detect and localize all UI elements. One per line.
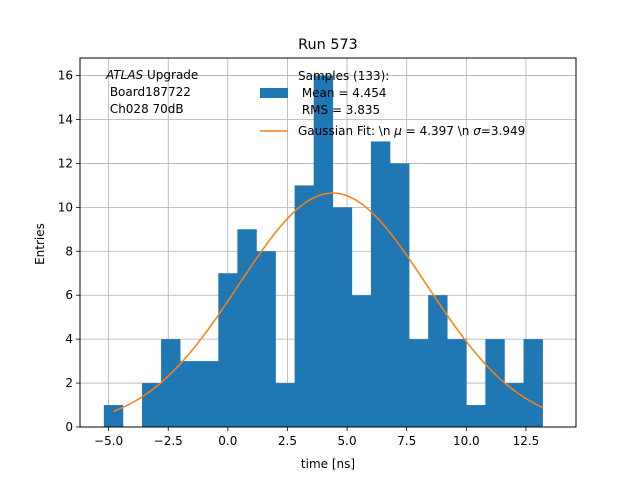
- histogram-bar: [256, 251, 276, 427]
- x-tick-label: 0.0: [218, 434, 237, 448]
- histogram-bar: [218, 273, 238, 427]
- y-tick-label: 14: [58, 113, 73, 127]
- x-tick-label: 12.5: [513, 434, 540, 448]
- chart-title: Run 573: [298, 37, 358, 53]
- y-axis-label: Entries: [33, 223, 47, 265]
- x-axis-label: time [ns]: [301, 457, 355, 471]
- legend-histogram-line-3: RMS = 3.835: [298, 103, 380, 117]
- atlas-annotation: ATLAS Upgrade Board187722 Ch028 70dB: [105, 68, 198, 116]
- histogram-bar: [428, 295, 448, 427]
- y-tick-label: 16: [58, 69, 73, 83]
- y-axis-ticks: 0 2 4 6 8 10 12 14 16: [58, 69, 80, 434]
- histogram-bar: [447, 339, 467, 427]
- y-tick-label: 8: [65, 244, 73, 258]
- y-tick-label: 12: [58, 156, 73, 170]
- histogram-bar: [370, 141, 391, 427]
- histogram-bar: [180, 361, 200, 427]
- legend-histogram-line-1: Samples (133):: [298, 69, 389, 83]
- mu-value: = 4.397 \n: [402, 124, 473, 138]
- annotation-line-2: Board187722: [106, 85, 191, 99]
- axes-frame: [79, 57, 577, 428]
- x-axis-ticks: −5.0 −2.5 0.0 2.5 5.0 7.5 10.0 12.5: [94, 427, 539, 448]
- annotation-line-1: ATLAS Upgrade: [105, 68, 198, 82]
- histogram-bar: [332, 207, 353, 427]
- x-tick-label: −2.5: [154, 434, 183, 448]
- histogram-bar: [485, 339, 505, 427]
- histogram-bar: [275, 383, 295, 427]
- y-tick-label: 6: [65, 288, 73, 302]
- histogram-bar: [103, 405, 124, 427]
- histogram-bar: [237, 229, 257, 427]
- histogram-bar: [294, 185, 314, 427]
- sigma-value: =3.949: [481, 124, 525, 138]
- histogram-bar: [313, 75, 334, 428]
- gaussian-fit-line: [113, 192, 543, 413]
- legend-fit-label: Gaussian Fit: \n μ = 4.397 \n σ=3.949: [298, 124, 525, 138]
- annotation-line-3: Ch028 70dB: [106, 102, 184, 116]
- x-tick-label: 10.0: [453, 434, 480, 448]
- histogram-bar: [466, 405, 486, 427]
- histogram-bar: [409, 339, 429, 427]
- x-tick-label: 7.5: [397, 434, 416, 448]
- y-tick-label: 0: [65, 420, 73, 434]
- atlas-label: ATLAS: [105, 68, 144, 82]
- x-tick-label: 5.0: [338, 434, 357, 448]
- histogram-bar: [199, 361, 219, 427]
- legend-histogram-line-2: Mean = 4.454: [298, 86, 387, 100]
- histogram-bar: [523, 339, 543, 427]
- histogram-bar: [351, 295, 372, 427]
- y-tick-label: 10: [58, 200, 73, 214]
- legend-histogram-swatch: [260, 88, 288, 98]
- legend: Samples (133): Mean = 4.454 RMS = 3.835 …: [260, 69, 525, 138]
- y-tick-label: 2: [65, 376, 73, 390]
- fit-prefix: Gaussian Fit: \n: [298, 124, 394, 138]
- mu-symbol: μ: [393, 124, 402, 138]
- sigma-symbol: σ: [473, 124, 481, 138]
- histogram-bar: [161, 339, 181, 427]
- y-tick-label: 4: [65, 332, 73, 346]
- x-tick-label: 2.5: [278, 434, 297, 448]
- histogram-bar: [390, 163, 410, 427]
- upgrade-label: Upgrade: [143, 68, 198, 82]
- x-tick-label: −5.0: [94, 434, 123, 448]
